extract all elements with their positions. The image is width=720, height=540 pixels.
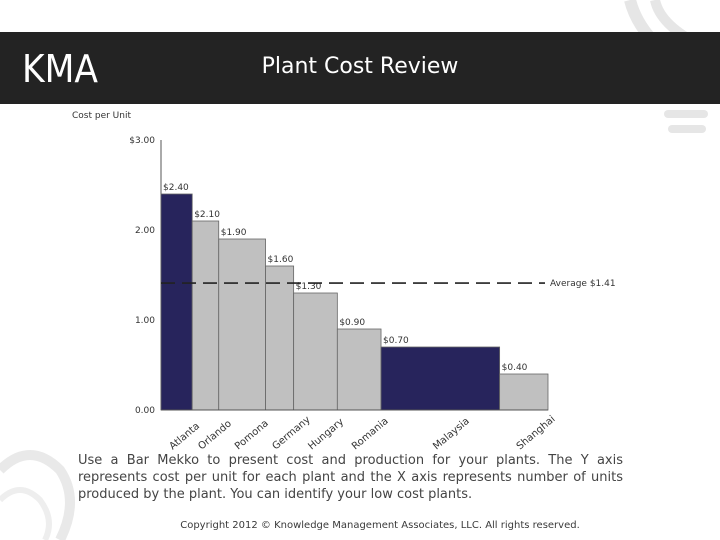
- category-label-orlando: Orlando: [196, 418, 233, 452]
- logo-text: KMA: [22, 47, 98, 90]
- bar-value-label: $2.40: [163, 183, 189, 193]
- y-tick-label: 1.00: [135, 316, 155, 326]
- category-label-germany: Germany: [270, 414, 312, 452]
- category-label-malaysia: Malaysia: [431, 416, 472, 453]
- kma-logo: KMA: [22, 47, 98, 90]
- bar-hungary: [293, 292, 338, 411]
- bar-value-label: $1.30: [296, 282, 322, 292]
- header-bar: KMA Plant Cost Review: [0, 32, 720, 104]
- bar-romania: [336, 328, 382, 411]
- category-label-pomona: Pomona: [233, 418, 271, 452]
- category-label-atlanta: Atlanta: [167, 421, 202, 452]
- bar-value-label: $1.90: [221, 228, 247, 238]
- bar-value-label: $1.60: [268, 255, 294, 265]
- bar-malaysia: [380, 346, 501, 411]
- bar-value-label: $0.40: [502, 363, 528, 373]
- category-label-hungary: Hungary: [306, 416, 346, 452]
- bar-shanghai: [499, 373, 549, 411]
- category-label-shanghai: Shanghai: [515, 414, 558, 452]
- average-label: Average $1.41: [550, 279, 616, 289]
- copyright-footer: Copyright 2012 © Knowledge Management As…: [180, 520, 580, 531]
- y-tick-label: $3.00: [129, 136, 155, 146]
- bar-pomona: [218, 238, 266, 411]
- bar-value-label: $0.70: [383, 336, 409, 346]
- bar-germany: [265, 265, 295, 411]
- chart-caption: Use a Bar Mekko to present cost and prod…: [78, 453, 623, 502]
- page-title: Plant Cost Review: [261, 54, 459, 79]
- y-tick-label: 2.00: [135, 226, 155, 236]
- bar-value-label: $0.90: [339, 318, 365, 328]
- y-axis-label: Cost per Unit: [72, 111, 131, 121]
- bar-orlando: [191, 220, 220, 411]
- category-label-romania: Romania: [350, 416, 391, 453]
- bar-mekko-chart: Cost per Unit 0.00 1.00 2.00 $3.00 $2.40 Atlan…: [72, 111, 616, 453]
- bar-atlanta: [160, 193, 193, 411]
- bar-value-label: $2.10: [194, 210, 220, 220]
- y-tick-label: 0.00: [135, 406, 155, 416]
